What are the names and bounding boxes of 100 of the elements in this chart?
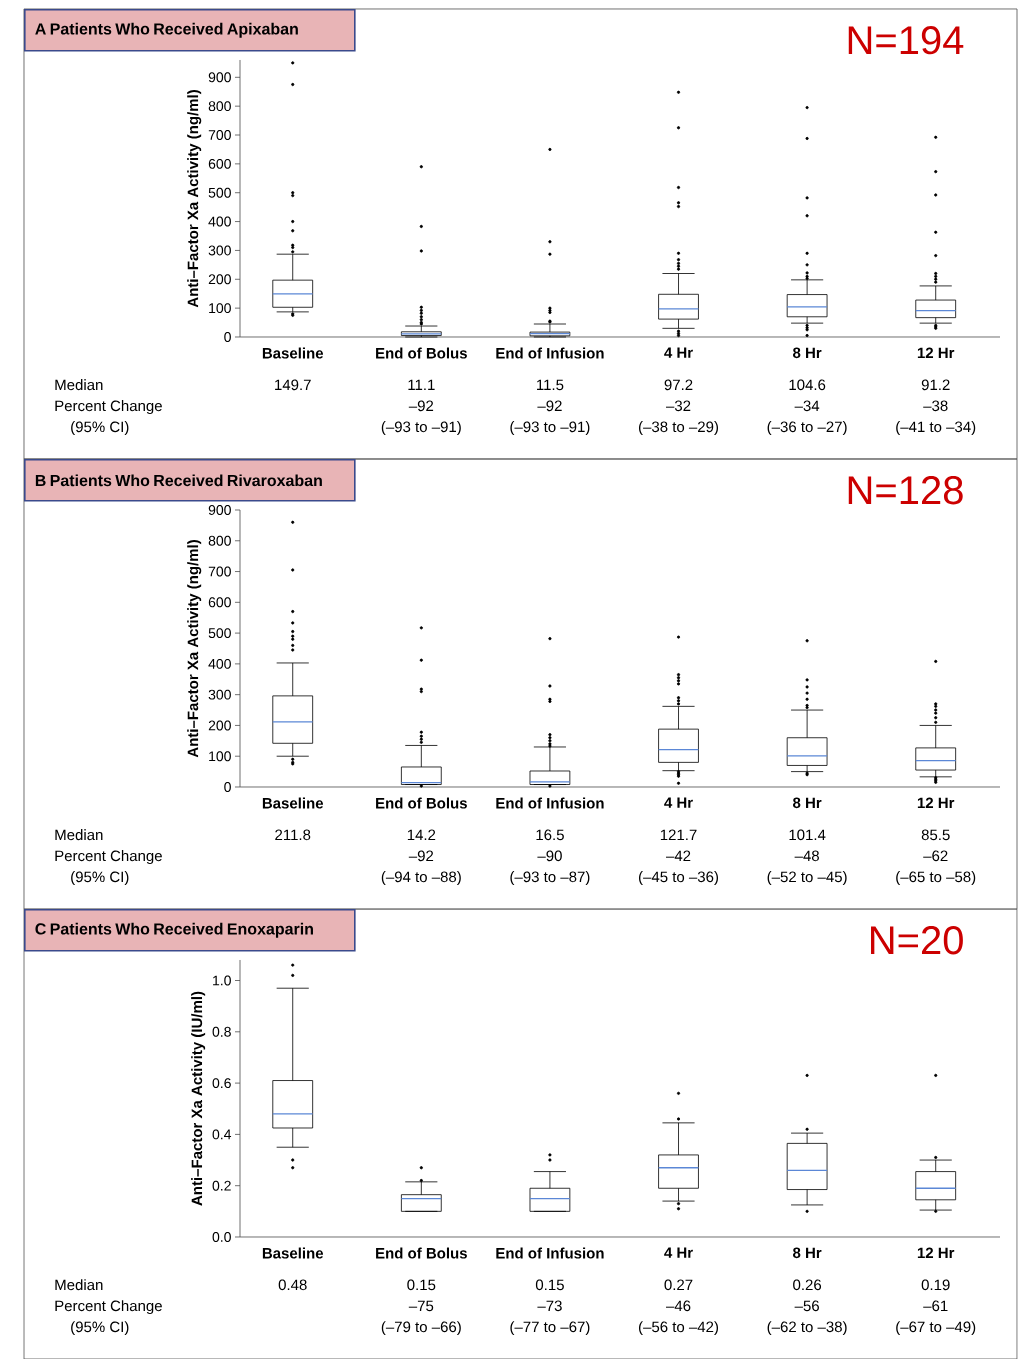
text: (–67 to –49) — [896, 1321, 976, 1336]
text: 11.1 — [408, 379, 435, 390]
y-tick-label: 0.2 — [212, 1180, 231, 1191]
text: (–93 to –91) — [510, 421, 590, 436]
x-tick-label: Baseline — [262, 797, 324, 809]
text: 211.8 — [275, 829, 311, 841]
text: (–65 to –58) — [896, 871, 976, 886]
y-tick-label: 0 — [224, 782, 231, 792]
y-tick-label: 800 — [208, 535, 231, 546]
text: N=194 — [848, 26, 964, 55]
text: Median — [55, 829, 103, 841]
y-tick-label: 300 — [208, 689, 231, 700]
text: –92 — [408, 400, 434, 412]
text: 0.26 — [793, 1279, 822, 1291]
text: (–41 to –34) — [896, 421, 976, 436]
text: 97.2 — [664, 379, 693, 391]
text: (–93 to –87) — [510, 871, 590, 886]
text: 101.4 — [789, 829, 826, 841]
y-tick-label: 700 — [208, 566, 231, 577]
y-tick-label: 900 — [208, 505, 231, 515]
y-tick-label: 900 — [208, 72, 231, 83]
text: Percent Change — [55, 400, 162, 415]
x-tick-label: 8 Hr — [792, 797, 822, 809]
text: (–52 to –45) — [767, 871, 847, 886]
text: 0.15 — [407, 1279, 436, 1291]
text: –46 — [666, 1300, 691, 1312]
x-tick-label: Baseline — [262, 347, 324, 359]
text: 0.15 — [535, 1279, 564, 1291]
text: Median — [55, 379, 103, 391]
text: N=20 — [871, 926, 963, 955]
chart-title: B Patients Who Received Rivaroxaban — [35, 474, 322, 487]
text: (–93 to –91) — [381, 421, 461, 436]
y-tick-label: 0.4 — [212, 1129, 232, 1140]
y-tick-label: 1.0 — [213, 975, 231, 986]
text: N=128 — [848, 476, 963, 505]
y-tick-label: 0 — [224, 332, 231, 342]
y-tick-label: 400 — [208, 216, 231, 227]
y-tick-label: 100 — [209, 303, 231, 314]
text: (–77 to –67) — [510, 1321, 590, 1336]
x-tick-label: 12 Hr — [917, 347, 955, 358]
y-tick-label: 0.6 — [212, 1078, 231, 1089]
x-tick-label: 12 Hr — [917, 797, 955, 808]
text: 11.5 — [537, 379, 564, 391]
text: (–56 to –42) — [639, 1321, 719, 1336]
text: 104.6 — [789, 379, 826, 391]
text: 121.7 — [660, 829, 697, 840]
text: –62 — [923, 850, 948, 862]
x-tick-label: 4 Hr — [664, 797, 693, 808]
y-tick-label: 600 — [208, 158, 231, 169]
text: 16.5 — [536, 829, 564, 841]
y-tick-label: 500 — [208, 628, 231, 639]
y-tick-label: 700 — [208, 130, 231, 140]
y-tick-label: 800 — [208, 101, 231, 112]
text: (–79 to –66) — [381, 1321, 461, 1336]
text: (95% CI) — [71, 871, 129, 886]
text: –61 — [923, 1300, 948, 1312]
text: 85.5 — [921, 829, 950, 841]
text: (–62 to –38) — [767, 1321, 847, 1336]
x-tick-label: 12 Hr — [917, 1247, 955, 1258]
x-tick-label: 4 Hr — [664, 347, 693, 358]
text: (–45 to –36) — [639, 871, 719, 886]
x-tick-label: Baseline — [262, 1247, 324, 1259]
x-tick-label: End of Infusion — [496, 797, 604, 809]
x-tick-label: End of Infusion — [496, 1247, 604, 1259]
chart-title: C Patients Who Received Enoxaparin — [35, 922, 313, 938]
y-tick-label: 200 — [208, 274, 231, 285]
x-tick-label: End of Bolus — [376, 347, 467, 359]
text: –32 — [666, 400, 691, 412]
x-tick-label: End of Infusion — [496, 347, 604, 359]
y-axis-title: Anti–Factor Xa Activity (ng/ml) — [187, 90, 202, 308]
text: (–94 to –88) — [381, 871, 461, 886]
text: (95% CI) — [71, 1321, 129, 1336]
text: –75 — [408, 1300, 434, 1312]
text: Percent Change — [55, 1300, 162, 1315]
text: (95% CI) — [71, 421, 129, 436]
y-tick-label: 600 — [208, 597, 231, 608]
text: –73 — [537, 1300, 562, 1312]
text: Median — [55, 1279, 103, 1291]
text: (–38 to –29) — [639, 421, 719, 436]
text: 91.2 — [921, 379, 950, 391]
text: Percent Change — [55, 850, 162, 865]
y-axis-title: Anti–Factor Xa Activity (IU/ml) — [191, 991, 206, 1206]
y-tick-label: 300 — [208, 245, 231, 256]
text: –42 — [666, 850, 691, 861]
text: –56 — [794, 1300, 819, 1312]
x-tick-label: End of Bolus — [376, 797, 467, 809]
chart-title: A Patients Who Received Apixaban — [35, 22, 298, 38]
text: –90 — [537, 850, 562, 862]
x-tick-label: End of Bolus — [376, 1247, 467, 1259]
text: –34 — [794, 400, 820, 412]
y-tick-label: 0.0 — [212, 1232, 231, 1242]
text: 14.2 — [407, 829, 436, 840]
text: 0.27 — [664, 1279, 693, 1291]
text: –48 — [794, 850, 819, 862]
x-tick-label: 8 Hr — [792, 347, 822, 359]
y-axis-title: Anti–Factor Xa Activity (ng/ml) — [187, 540, 202, 758]
text: 149.7 — [275, 379, 311, 391]
x-tick-label: 8 Hr — [792, 1247, 822, 1259]
y-tick-label: 400 — [208, 658, 231, 669]
y-tick-label: 200 — [208, 720, 231, 731]
